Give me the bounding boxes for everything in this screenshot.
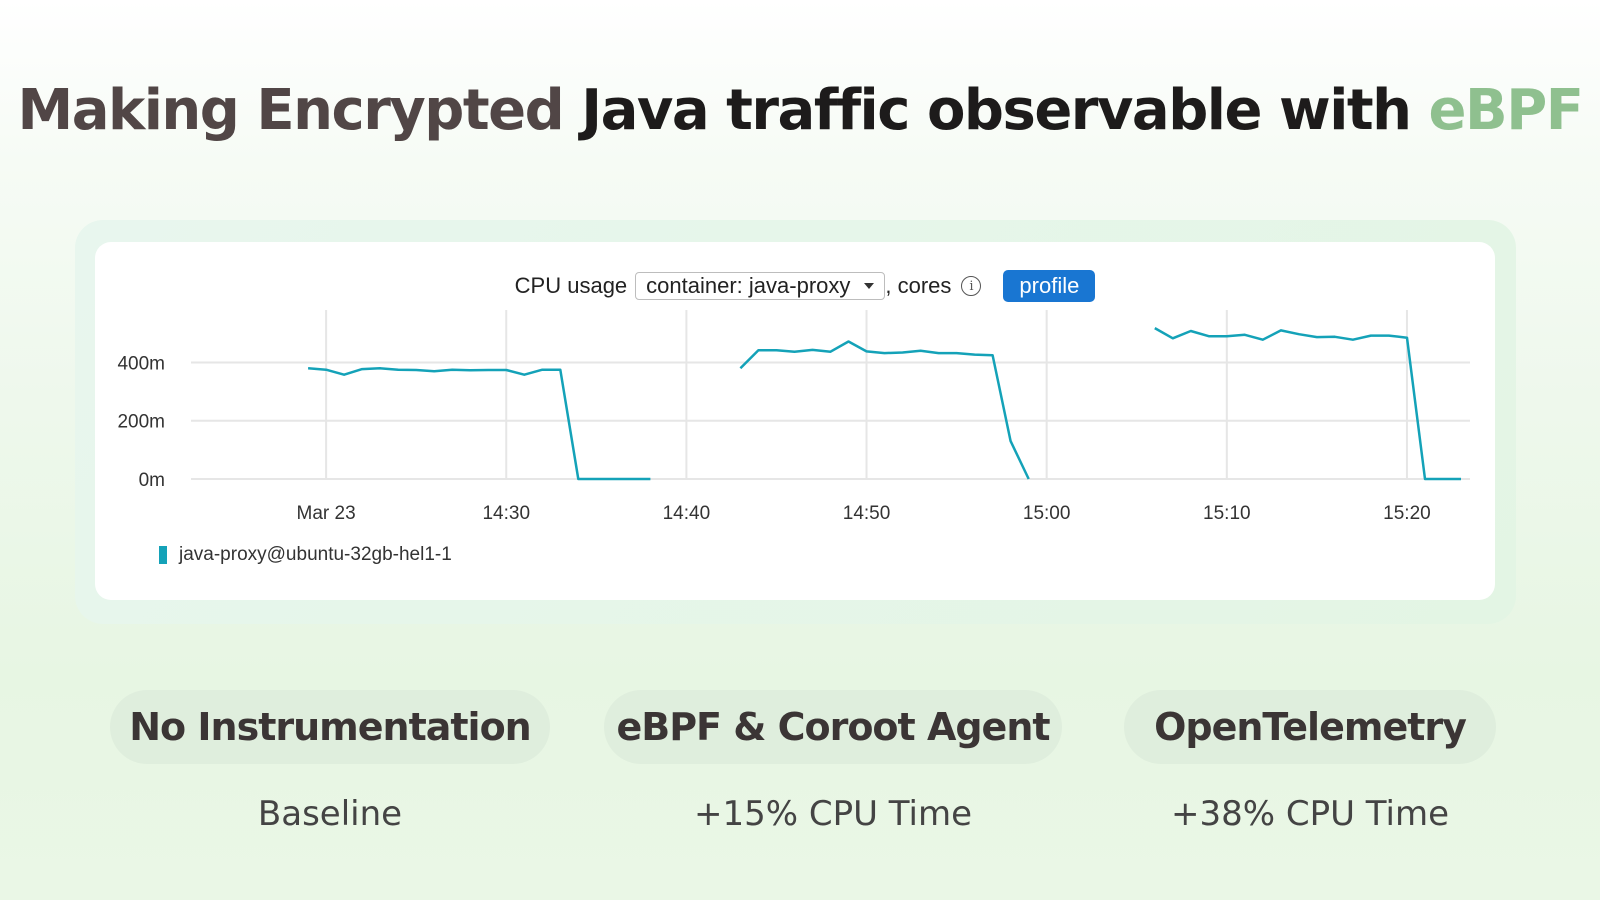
title-part-1: Making Encrypted <box>17 78 582 143</box>
opentelemetry-value: +38% CPU Time <box>1170 794 1449 834</box>
series-line <box>1154 327 1461 481</box>
chart-header: CPU usage container: java-proxy , cores … <box>95 270 1495 302</box>
x-tick-label: Mar 23 <box>297 503 356 524</box>
metric-label: CPU usage <box>514 273 628 298</box>
opentelemetry-pill: OpenTelemetry <box>1124 690 1496 764</box>
info-icon[interactable]: i <box>961 276 982 296</box>
chart-legend[interactable]: java-proxy@ubuntu-32gb-hel1-1 <box>159 544 452 566</box>
no-instrumentation-value: Baseline <box>257 794 403 834</box>
ebpf-coroot-agent-label: eBPF & Coroot Agent <box>616 705 1050 749</box>
legend-label: java-proxy@ubuntu-32gb-hel1-1 <box>179 544 452 565</box>
no-instrumentation-label: No Instrumentation <box>129 705 531 749</box>
x-tick-label: 15:10 <box>1203 503 1251 524</box>
page-title: Making Encrypted Java traffic observable… <box>0 78 1600 143</box>
chart-panel: CPU usage container: java-proxy , cores … <box>95 242 1495 600</box>
series-line <box>739 340 1030 480</box>
cpu-usage-chart: 0m 200m 400m Mar 23 14:30 14:40 14:50 15:00 15:1… <box>117 310 1470 524</box>
y-tick-label: 400m <box>117 353 165 374</box>
no-instrumentation-pill: No Instrumentation <box>110 690 550 764</box>
x-tick-label: 14:30 <box>482 503 530 524</box>
ebpf-coroot-agent-value: +15% CPU Time <box>693 794 972 834</box>
ebpf-coroot-agent-pill: eBPF & Coroot Agent <box>604 690 1062 764</box>
container-selector[interactable]: container: java-proxy <box>635 272 886 300</box>
title-part-2: Java traffic observable with <box>581 78 1429 143</box>
series-line <box>308 367 651 481</box>
x-tick-label: 15:20 <box>1383 503 1431 524</box>
x-tick-label: 15:00 <box>1023 503 1071 524</box>
y-tick-label: 200m <box>117 412 165 433</box>
chevron-down-icon <box>864 283 875 289</box>
legend-swatch <box>159 546 167 564</box>
unit-label: , cores <box>885 273 952 298</box>
y-tick-label: 0m <box>139 470 165 491</box>
container-selector-value: container: java-proxy <box>646 273 851 298</box>
opentelemetry-label: OpenTelemetry <box>1154 705 1467 749</box>
x-tick-label: 14:40 <box>663 503 711 524</box>
title-part-3: eBPF <box>1428 78 1584 143</box>
profile-button[interactable]: profile <box>1003 270 1096 302</box>
x-tick-label: 14:50 <box>843 503 891 524</box>
